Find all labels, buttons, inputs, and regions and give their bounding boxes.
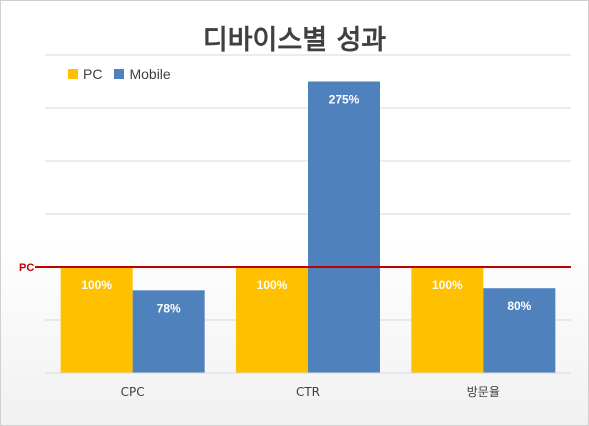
bar-mobile-2 bbox=[308, 81, 380, 373]
data-label: 100% bbox=[432, 278, 463, 292]
data-label: 80% bbox=[507, 299, 531, 313]
x-tick-label: CTR bbox=[296, 385, 320, 399]
data-label: 275% bbox=[329, 93, 360, 107]
chart-title: 디바이스별 성과 bbox=[202, 25, 387, 56]
data-label: 78% bbox=[157, 301, 181, 315]
bar-mobile-1 bbox=[132, 290, 205, 373]
reference-line-label: PC bbox=[19, 262, 34, 274]
legend-swatch-mobile bbox=[114, 69, 125, 79]
legend-label-pc: PC bbox=[83, 66, 103, 82]
data-label: 100% bbox=[81, 278, 112, 292]
legend-item-pc: PC bbox=[68, 66, 102, 82]
bar-pc-1 bbox=[60, 267, 133, 373]
legend-label-mobile: Mobile bbox=[129, 66, 171, 82]
bar-pc-2 bbox=[236, 267, 308, 373]
bar-mobile-3 bbox=[483, 288, 556, 373]
legend-item-mobile: Mobile bbox=[114, 66, 171, 82]
legend: PC Mobile bbox=[68, 66, 183, 82]
x-tick-label: 방문율 bbox=[467, 385, 500, 399]
x-tick-label: CPC bbox=[121, 385, 145, 399]
bar-pc-3 bbox=[411, 267, 484, 373]
data-label: 100% bbox=[257, 278, 288, 292]
legend-swatch-pc bbox=[68, 69, 78, 79]
